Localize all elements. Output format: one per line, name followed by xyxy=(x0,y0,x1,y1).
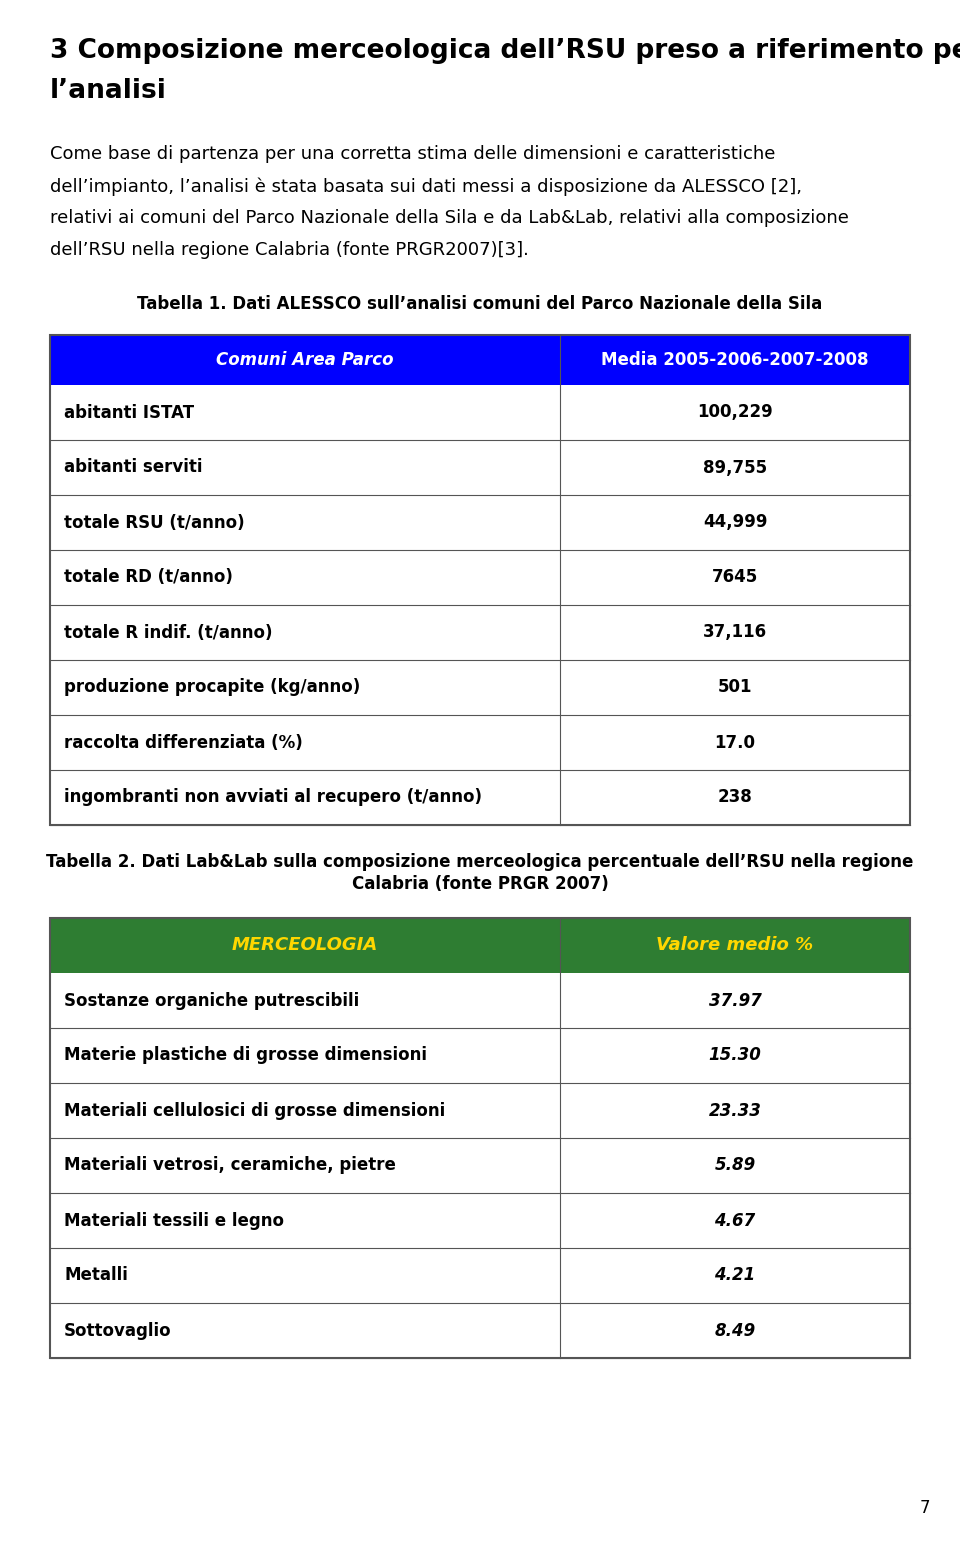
Text: relativi ai comuni del Parco Nazionale della Sila e da Lab&Lab, relativi alla co: relativi ai comuni del Parco Nazionale d… xyxy=(50,210,849,227)
Text: MERCEOLOGIA: MERCEOLOGIA xyxy=(232,936,378,954)
Text: Media 2005-2006-2007-2008: Media 2005-2006-2007-2008 xyxy=(601,352,869,369)
Text: 37,116: 37,116 xyxy=(703,623,767,641)
Bar xyxy=(50,660,910,715)
Bar xyxy=(50,1247,910,1303)
Bar xyxy=(50,973,910,1029)
Text: 4.21: 4.21 xyxy=(714,1266,756,1284)
Bar xyxy=(50,1194,910,1247)
Bar xyxy=(50,769,910,825)
Text: l’analisi: l’analisi xyxy=(50,79,167,103)
Text: raccolta differenziata (%): raccolta differenziata (%) xyxy=(64,734,302,751)
Text: 501: 501 xyxy=(718,678,753,697)
Bar xyxy=(50,1029,910,1082)
Text: Materie plastiche di grosse dimensioni: Materie plastiche di grosse dimensioni xyxy=(64,1047,427,1064)
Text: 7: 7 xyxy=(920,1499,930,1517)
Text: Sottovaglio: Sottovaglio xyxy=(64,1321,172,1340)
Bar xyxy=(50,335,910,386)
Bar xyxy=(50,917,910,1359)
Text: abitanti serviti: abitanti serviti xyxy=(64,458,203,476)
Text: 3 Composizione merceologica dell’RSU preso a riferimento per: 3 Composizione merceologica dell’RSU pre… xyxy=(50,39,960,65)
Text: 89,755: 89,755 xyxy=(703,458,767,476)
Text: Comuni Area Parco: Comuni Area Parco xyxy=(216,352,394,369)
Text: dell’impianto, l’analisi è stata basata sui dati messi a disposizione da ALESSCO: dell’impianto, l’analisi è stata basata … xyxy=(50,177,802,196)
Text: Materiali cellulosici di grosse dimensioni: Materiali cellulosici di grosse dimensio… xyxy=(64,1101,445,1119)
Text: 5.89: 5.89 xyxy=(714,1156,756,1175)
Text: totale RD (t/anno): totale RD (t/anno) xyxy=(64,569,233,586)
Text: abitanti ISTAT: abitanti ISTAT xyxy=(64,404,194,421)
Text: Calabria (fonte PRGR 2007): Calabria (fonte PRGR 2007) xyxy=(351,874,609,893)
Text: 238: 238 xyxy=(718,788,753,806)
Bar xyxy=(50,550,910,604)
Text: Valore medio %: Valore medio % xyxy=(657,936,813,954)
Bar xyxy=(50,1082,910,1138)
Text: dell’RSU nella regione Calabria (fonte PRGR2007)[3].: dell’RSU nella regione Calabria (fonte P… xyxy=(50,241,529,259)
Text: 8.49: 8.49 xyxy=(714,1321,756,1340)
Text: 7645: 7645 xyxy=(712,569,758,586)
Text: Sostanze organiche putrescibili: Sostanze organiche putrescibili xyxy=(64,992,359,1010)
Text: totale R indif. (t/anno): totale R indif. (t/anno) xyxy=(64,623,273,641)
Text: produzione procapite (kg/anno): produzione procapite (kg/anno) xyxy=(64,678,360,697)
Text: 17.0: 17.0 xyxy=(714,734,756,751)
Text: Materiali vetrosi, ceramiche, pietre: Materiali vetrosi, ceramiche, pietre xyxy=(64,1156,396,1175)
Text: 37.97: 37.97 xyxy=(708,992,761,1010)
Bar xyxy=(50,439,910,495)
Bar xyxy=(50,335,910,825)
Text: totale RSU (t/anno): totale RSU (t/anno) xyxy=(64,513,245,532)
Text: 15.30: 15.30 xyxy=(708,1047,761,1064)
Text: Tabella 1. Dati ALESSCO sull’analisi comuni del Parco Nazionale della Sila: Tabella 1. Dati ALESSCO sull’analisi com… xyxy=(137,295,823,313)
Text: Tabella 2. Dati Lab&Lab sulla composizione merceologica percentuale dell’RSU nel: Tabella 2. Dati Lab&Lab sulla composizio… xyxy=(46,853,914,871)
Bar xyxy=(50,715,910,769)
Bar xyxy=(50,604,910,660)
Text: ingombranti non avviati al recupero (t/anno): ingombranti non avviati al recupero (t/a… xyxy=(64,788,482,806)
Text: Materiali tessili e legno: Materiali tessili e legno xyxy=(64,1212,284,1229)
Text: 44,999: 44,999 xyxy=(703,513,767,532)
Text: 4.67: 4.67 xyxy=(714,1212,756,1229)
Bar xyxy=(50,495,910,550)
Text: Come base di partenza per una corretta stima delle dimensioni e caratteristiche: Come base di partenza per una corretta s… xyxy=(50,145,776,163)
Text: 23.33: 23.33 xyxy=(708,1101,761,1119)
Text: 100,229: 100,229 xyxy=(697,404,773,421)
Bar xyxy=(50,386,910,439)
Text: Metalli: Metalli xyxy=(64,1266,128,1284)
Bar xyxy=(50,917,910,973)
Bar xyxy=(50,1303,910,1359)
Bar xyxy=(50,1138,910,1194)
